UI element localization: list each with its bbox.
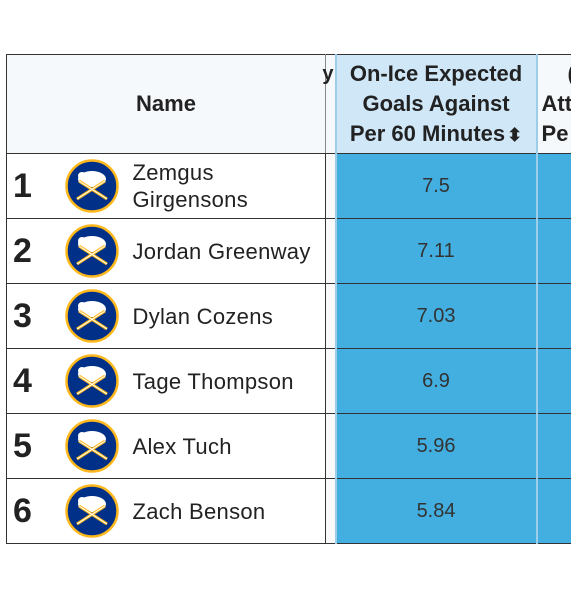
next-column-header[interactable]: ( Att Pe — [536, 54, 571, 154]
xga-value-cell: 5.96 — [334, 413, 538, 479]
hidden-column-label: y — [322, 63, 334, 85]
player-name-cell[interactable]: Jordan Greenway — [132, 218, 327, 284]
buffalo-sabres-logo — [64, 484, 119, 538]
buffalo-sabres-logo — [64, 289, 119, 343]
hidden-cell — [325, 413, 337, 479]
player-stats-table: Name y On-Ice Expected Goals Against Per… — [6, 54, 571, 544]
next-value-cell — [536, 478, 571, 544]
team-logo-cell — [50, 153, 133, 219]
rank-cell: 5 — [6, 413, 51, 479]
player-name-cell[interactable]: Tage Thompson — [132, 348, 327, 414]
rank-cell: 2 — [6, 218, 51, 284]
hidden-column-header[interactable]: y — [322, 54, 337, 154]
table-row[interactable]: 4 Tage Thompson 6.9 — [6, 348, 571, 414]
xga-value-cell: 7.11 — [334, 218, 538, 284]
xga-per60-column-header[interactable]: On-Ice Expected Goals Against Per 60 Min… — [334, 54, 538, 154]
hidden-cell — [325, 153, 337, 219]
buffalo-sabres-logo — [64, 159, 119, 213]
rank-cell: 4 — [6, 348, 51, 414]
player-name-cell[interactable]: Zemgus Girgensons — [132, 153, 327, 219]
team-logo-cell — [50, 283, 133, 349]
next-header-line3: Pe — [541, 121, 569, 146]
rank-cell: 1 — [6, 153, 51, 219]
next-value-cell — [536, 348, 571, 414]
xga-header-line1: On-Ice Expected — [349, 60, 523, 86]
next-value-cell — [536, 283, 571, 349]
player-name-cell[interactable]: Dylan Cozens — [132, 283, 327, 349]
next-value-cell — [536, 153, 571, 219]
hidden-cell — [325, 478, 337, 544]
rank-cell: 3 — [6, 283, 51, 349]
next-header-line2: Att — [541, 91, 571, 116]
rank-cell: 6 — [6, 478, 51, 544]
team-logo-cell — [50, 478, 133, 544]
xga-value-cell: 7.5 — [334, 153, 538, 219]
next-value-cell — [536, 413, 571, 479]
xga-value-cell: 5.84 — [334, 478, 538, 544]
hidden-cell — [325, 283, 337, 349]
next-header-line1: ( — [542, 59, 571, 89]
table-row[interactable]: 5 Alex Tuch 5.96 — [6, 413, 571, 479]
xga-value-cell: 7.03 — [334, 283, 538, 349]
team-logo-cell — [50, 218, 133, 284]
buffalo-sabres-logo — [64, 224, 119, 278]
stats-table-container: Name y On-Ice Expected Goals Against Per… — [6, 54, 571, 545]
table-header-row: Name y On-Ice Expected Goals Against Per… — [6, 54, 571, 154]
hidden-cell — [325, 218, 337, 284]
player-name-cell[interactable]: Zach Benson — [132, 478, 327, 544]
table-row[interactable]: 1 Zemgus Girgensons 7.5 — [6, 153, 571, 219]
buffalo-sabres-logo — [64, 354, 119, 408]
team-logo-cell — [50, 413, 133, 479]
xga-header-line2: Goals Against — [362, 90, 510, 116]
xga-value-cell: 6.9 — [334, 348, 538, 414]
buffalo-sabres-logo — [64, 419, 119, 473]
hidden-cell — [325, 348, 337, 414]
table-row[interactable]: 3 Dylan Cozens 7.03 — [6, 283, 571, 349]
table-row[interactable]: 2 Jordan Greenway 7.11 — [6, 218, 571, 284]
name-column-header[interactable]: Name — [6, 54, 327, 154]
table-row[interactable]: 6 Zach Benson 5.84 — [6, 478, 571, 544]
next-value-cell — [536, 218, 571, 284]
player-name-cell[interactable]: Alex Tuch — [132, 413, 327, 479]
sort-updown-icon[interactable]: ⬍ — [507, 124, 523, 145]
xga-header-line3: Per 60 Minutes — [349, 120, 506, 146]
team-logo-cell — [50, 348, 133, 414]
